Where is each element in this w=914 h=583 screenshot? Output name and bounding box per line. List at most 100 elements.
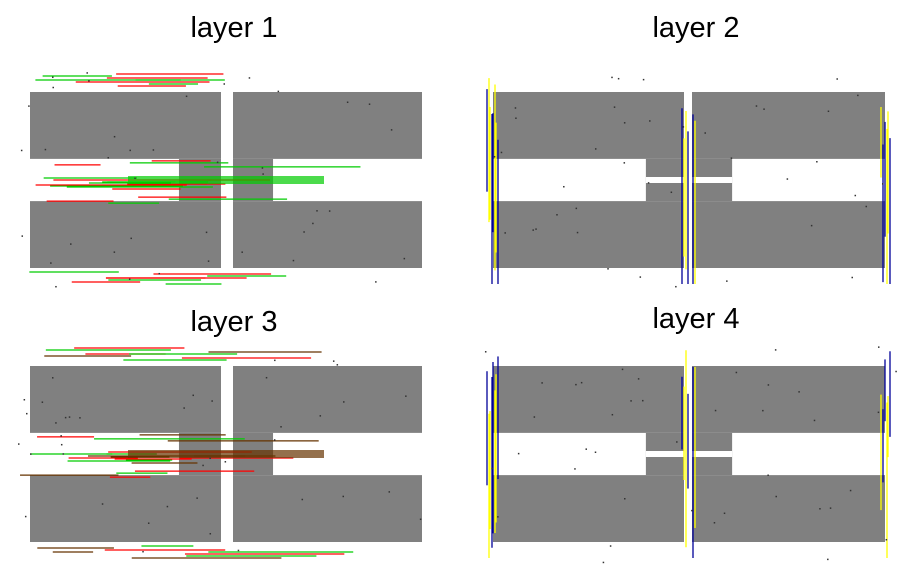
via-dot	[639, 276, 642, 278]
via-dot	[493, 156, 496, 158]
via-dot	[44, 148, 47, 151]
via-dot	[202, 464, 204, 467]
panel-title-layer-4: layer 4	[652, 303, 740, 335]
via-dot	[50, 262, 52, 264]
via-dot	[730, 157, 733, 159]
via-dot	[319, 415, 322, 417]
via-dot	[500, 151, 503, 154]
via-dot	[484, 351, 487, 353]
via-dot	[813, 419, 816, 422]
via-dot	[18, 443, 20, 445]
via-dot	[575, 207, 578, 210]
via-dot	[691, 509, 693, 512]
via-dot	[207, 260, 210, 262]
via-dot	[836, 78, 838, 80]
via-dot	[676, 441, 678, 443]
via-dot	[375, 281, 377, 283]
via-dot	[735, 371, 738, 374]
via-dot	[312, 222, 314, 225]
via-dot	[224, 461, 227, 463]
via-dot	[762, 409, 764, 412]
via-dot	[209, 532, 212, 535]
via-dot	[827, 110, 830, 113]
via-dot	[642, 78, 645, 81]
via-dot	[637, 378, 640, 380]
via-dot	[166, 505, 169, 508]
via-dot	[223, 83, 226, 85]
via-dot	[86, 72, 88, 74]
via-dot	[55, 285, 57, 288]
via-dot	[514, 107, 517, 109]
via-dot	[303, 231, 305, 233]
via-dot	[623, 162, 626, 164]
panel-title-layer-3: layer 3	[190, 306, 278, 338]
metal-bottom-right	[233, 475, 422, 542]
via-dot	[895, 370, 897, 373]
via-dot	[79, 417, 81, 419]
via-dot	[60, 435, 62, 437]
via-dot	[877, 346, 880, 348]
via-dot	[130, 237, 132, 240]
center-trace-band	[128, 176, 324, 184]
via-dot	[755, 105, 758, 107]
via-dot	[30, 453, 32, 455]
via-dot	[816, 161, 818, 163]
via-dot	[388, 491, 391, 493]
via-dot	[52, 86, 54, 89]
via-dot	[128, 278, 131, 281]
via-dot	[497, 516, 499, 518]
via-dot	[849, 489, 852, 492]
via-dot	[70, 243, 72, 245]
via-dot	[55, 422, 57, 424]
via-dot	[854, 194, 857, 197]
via-dot	[192, 394, 194, 397]
via-dot	[647, 182, 650, 184]
via-dot	[607, 268, 609, 270]
via-dot	[60, 443, 63, 446]
via-dot	[726, 280, 728, 282]
via-dot	[261, 167, 264, 169]
via-dot	[113, 135, 116, 138]
via-dot	[390, 129, 393, 131]
via-dot	[675, 285, 677, 288]
metal-bottom-left	[493, 201, 684, 268]
via-dot	[23, 398, 26, 401]
via-dot	[183, 407, 185, 409]
via-dot	[342, 495, 345, 498]
via-dot	[556, 214, 558, 216]
via-dot	[649, 120, 651, 122]
panel-title-layer-2: layer 2	[652, 12, 740, 44]
via-dot	[26, 412, 28, 415]
via-dot	[580, 381, 583, 384]
via-dot	[877, 411, 880, 414]
via-dot	[21, 235, 24, 237]
via-dot	[142, 550, 144, 553]
via-dot	[775, 495, 777, 498]
via-dot	[241, 251, 243, 253]
metal-top-right	[233, 366, 422, 433]
via-dot	[129, 149, 131, 152]
center-slit	[645, 177, 733, 183]
via-dot	[24, 515, 27, 518]
via-dot	[621, 368, 624, 371]
via-dot	[613, 106, 616, 108]
via-dot	[196, 497, 198, 499]
via-dot	[301, 498, 304, 501]
via-dot	[504, 232, 506, 234]
via-dot	[491, 467, 493, 470]
via-dot	[20, 149, 23, 152]
metal-top-right	[233, 92, 422, 159]
center-slit	[645, 451, 733, 457]
via-dot	[403, 257, 406, 260]
via-dot	[211, 400, 213, 402]
via-dot	[343, 401, 345, 403]
via-dot	[611, 76, 613, 79]
via-dot	[277, 90, 280, 93]
via-dot	[64, 416, 67, 419]
via-dot	[405, 395, 407, 397]
via-dot	[767, 384, 770, 386]
via-dot	[670, 191, 673, 194]
via-dot	[585, 448, 587, 450]
via-dot	[265, 376, 268, 379]
via-dot	[602, 561, 605, 564]
